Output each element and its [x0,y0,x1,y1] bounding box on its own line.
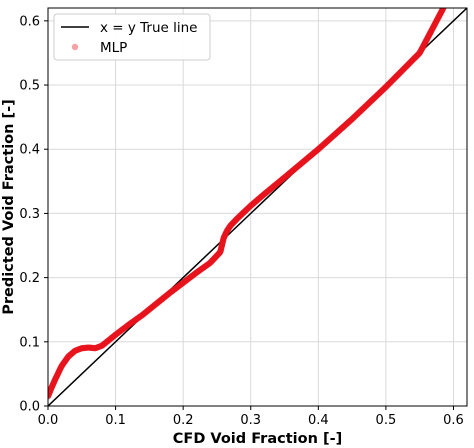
x-tick-label: 0.0 [38,413,59,428]
y-tick-label: 0.5 [19,79,40,94]
y-axis-label: Predicted Void Fraction [-] [1,99,17,315]
legend-entry-mlp: MLP [100,40,127,56]
plot-frame [47,7,468,407]
legend: x = y True line MLP [53,13,211,61]
y-tick-label: 0.3 [19,207,40,222]
x-tick-label: 0.4 [308,413,329,428]
y-tick-label: 0.1 [19,335,40,350]
x-tick-label: 0.2 [173,413,194,428]
x-tick-label: 0.5 [376,413,397,428]
legend-marker-swatch [71,43,79,51]
x-tick-label: 0.6 [443,413,464,428]
y-tick-label: 0.6 [19,14,40,29]
y-tick-label: 0.0 [19,400,40,415]
x-tick-label: 0.3 [240,413,261,428]
legend-box [53,13,211,61]
y-tick-label: 0.4 [19,143,40,158]
x-axis-label: CFD Void Fraction [-] [173,431,342,447]
series-layer [48,8,467,406]
x-tick-label: 0.1 [105,413,126,428]
mlp-point [440,8,447,12]
legend-entry-true-line: x = y True line [100,20,198,36]
ticks: 0.0 0.1 0.2 0.3 0.4 0.5 0.6 0.0 0.1 0.2 0.3 0.4 0.5 0… [19,14,464,428]
y-tick-label: 0.2 [19,271,40,286]
